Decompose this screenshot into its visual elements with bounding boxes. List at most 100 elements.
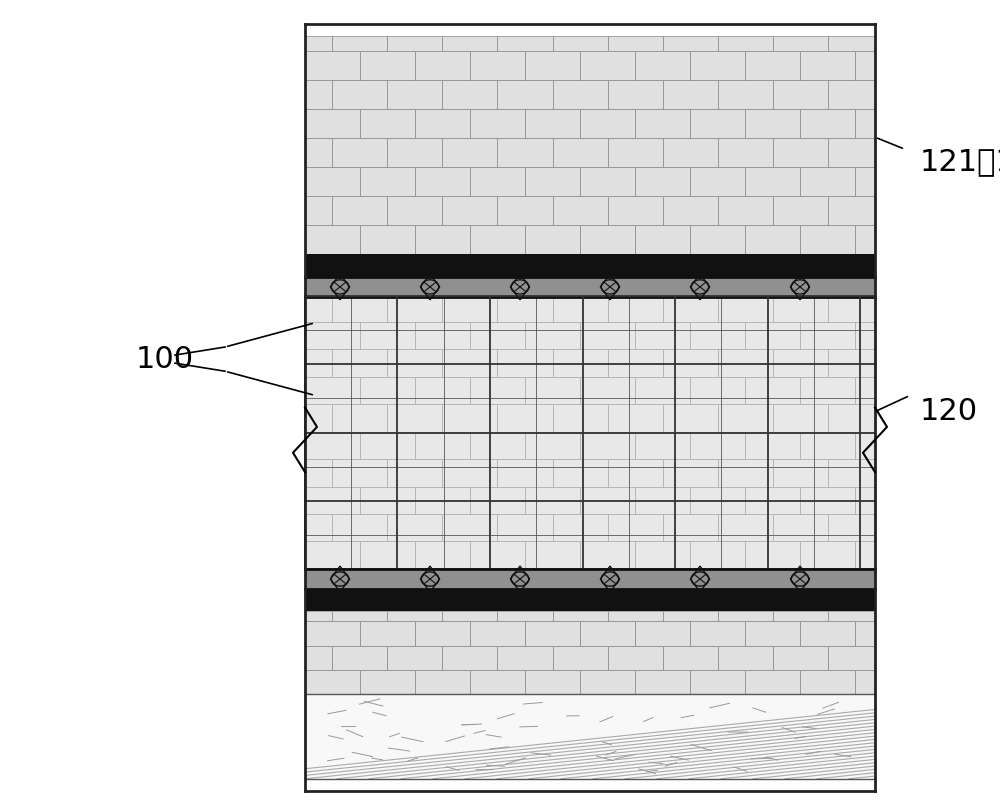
- Bar: [718, 349, 773, 377]
- Bar: [525, 432, 580, 459]
- Bar: [608, 514, 662, 541]
- Bar: [663, 611, 718, 621]
- Bar: [690, 109, 745, 138]
- Bar: [305, 51, 360, 80]
- Bar: [552, 349, 608, 377]
- Bar: [497, 196, 552, 225]
- Bar: [305, 80, 332, 109]
- Bar: [305, 349, 332, 377]
- Bar: [690, 432, 745, 459]
- Bar: [608, 80, 662, 109]
- Bar: [663, 349, 718, 377]
- Bar: [332, 514, 387, 541]
- Bar: [745, 377, 800, 404]
- Bar: [580, 109, 635, 138]
- Bar: [525, 621, 580, 646]
- Bar: [332, 611, 387, 621]
- Bar: [552, 138, 608, 167]
- Bar: [415, 432, 470, 459]
- Bar: [580, 621, 635, 646]
- Bar: [552, 611, 608, 621]
- Bar: [415, 670, 470, 694]
- Bar: [718, 646, 773, 670]
- Bar: [497, 297, 552, 322]
- Bar: [360, 432, 415, 459]
- Bar: [800, 322, 855, 349]
- Bar: [663, 459, 718, 487]
- Bar: [663, 514, 718, 541]
- Bar: [745, 487, 800, 514]
- Bar: [497, 646, 552, 670]
- Bar: [800, 225, 855, 254]
- Bar: [663, 196, 718, 225]
- Bar: [442, 611, 497, 621]
- Bar: [745, 225, 800, 254]
- Bar: [305, 432, 360, 459]
- Bar: [442, 404, 497, 432]
- Bar: [608, 36, 662, 51]
- Bar: [470, 541, 525, 569]
- Bar: [745, 322, 800, 349]
- Bar: [525, 322, 580, 349]
- Bar: [855, 621, 875, 646]
- Bar: [580, 167, 635, 196]
- Bar: [332, 138, 387, 167]
- Bar: [360, 322, 415, 349]
- Bar: [635, 432, 690, 459]
- Bar: [663, 36, 718, 51]
- Bar: [608, 138, 662, 167]
- Bar: [608, 297, 662, 322]
- Bar: [415, 377, 470, 404]
- Bar: [635, 541, 690, 569]
- Bar: [635, 225, 690, 254]
- Bar: [800, 670, 855, 694]
- Bar: [470, 225, 525, 254]
- Bar: [360, 541, 415, 569]
- Bar: [828, 80, 875, 109]
- Bar: [663, 80, 718, 109]
- Bar: [800, 167, 855, 196]
- Bar: [745, 670, 800, 694]
- Bar: [305, 297, 332, 322]
- Bar: [773, 297, 828, 322]
- Bar: [718, 196, 773, 225]
- Bar: [332, 297, 387, 322]
- Bar: [635, 167, 690, 196]
- Bar: [718, 36, 773, 51]
- Bar: [773, 611, 828, 621]
- Bar: [828, 196, 875, 225]
- Bar: [442, 514, 497, 541]
- Bar: [305, 621, 360, 646]
- Bar: [332, 646, 387, 670]
- Bar: [305, 322, 360, 349]
- Bar: [305, 514, 332, 541]
- Bar: [415, 322, 470, 349]
- Bar: [360, 109, 415, 138]
- Bar: [525, 541, 580, 569]
- Bar: [855, 432, 875, 459]
- Bar: [773, 459, 828, 487]
- Bar: [745, 621, 800, 646]
- Bar: [497, 80, 552, 109]
- Bar: [773, 349, 828, 377]
- Bar: [305, 196, 332, 225]
- Bar: [305, 459, 332, 487]
- Bar: [690, 670, 745, 694]
- Bar: [470, 621, 525, 646]
- Text: 121（122）: 121（122）: [920, 147, 1000, 176]
- Bar: [305, 138, 332, 167]
- Bar: [690, 225, 745, 254]
- Bar: [525, 109, 580, 138]
- Bar: [525, 51, 580, 80]
- Bar: [470, 432, 525, 459]
- Bar: [305, 254, 875, 277]
- Bar: [855, 670, 875, 694]
- Bar: [360, 167, 415, 196]
- Bar: [470, 377, 525, 404]
- Bar: [360, 225, 415, 254]
- Bar: [580, 225, 635, 254]
- Bar: [387, 646, 442, 670]
- Bar: [580, 670, 635, 694]
- Bar: [718, 80, 773, 109]
- Bar: [470, 51, 525, 80]
